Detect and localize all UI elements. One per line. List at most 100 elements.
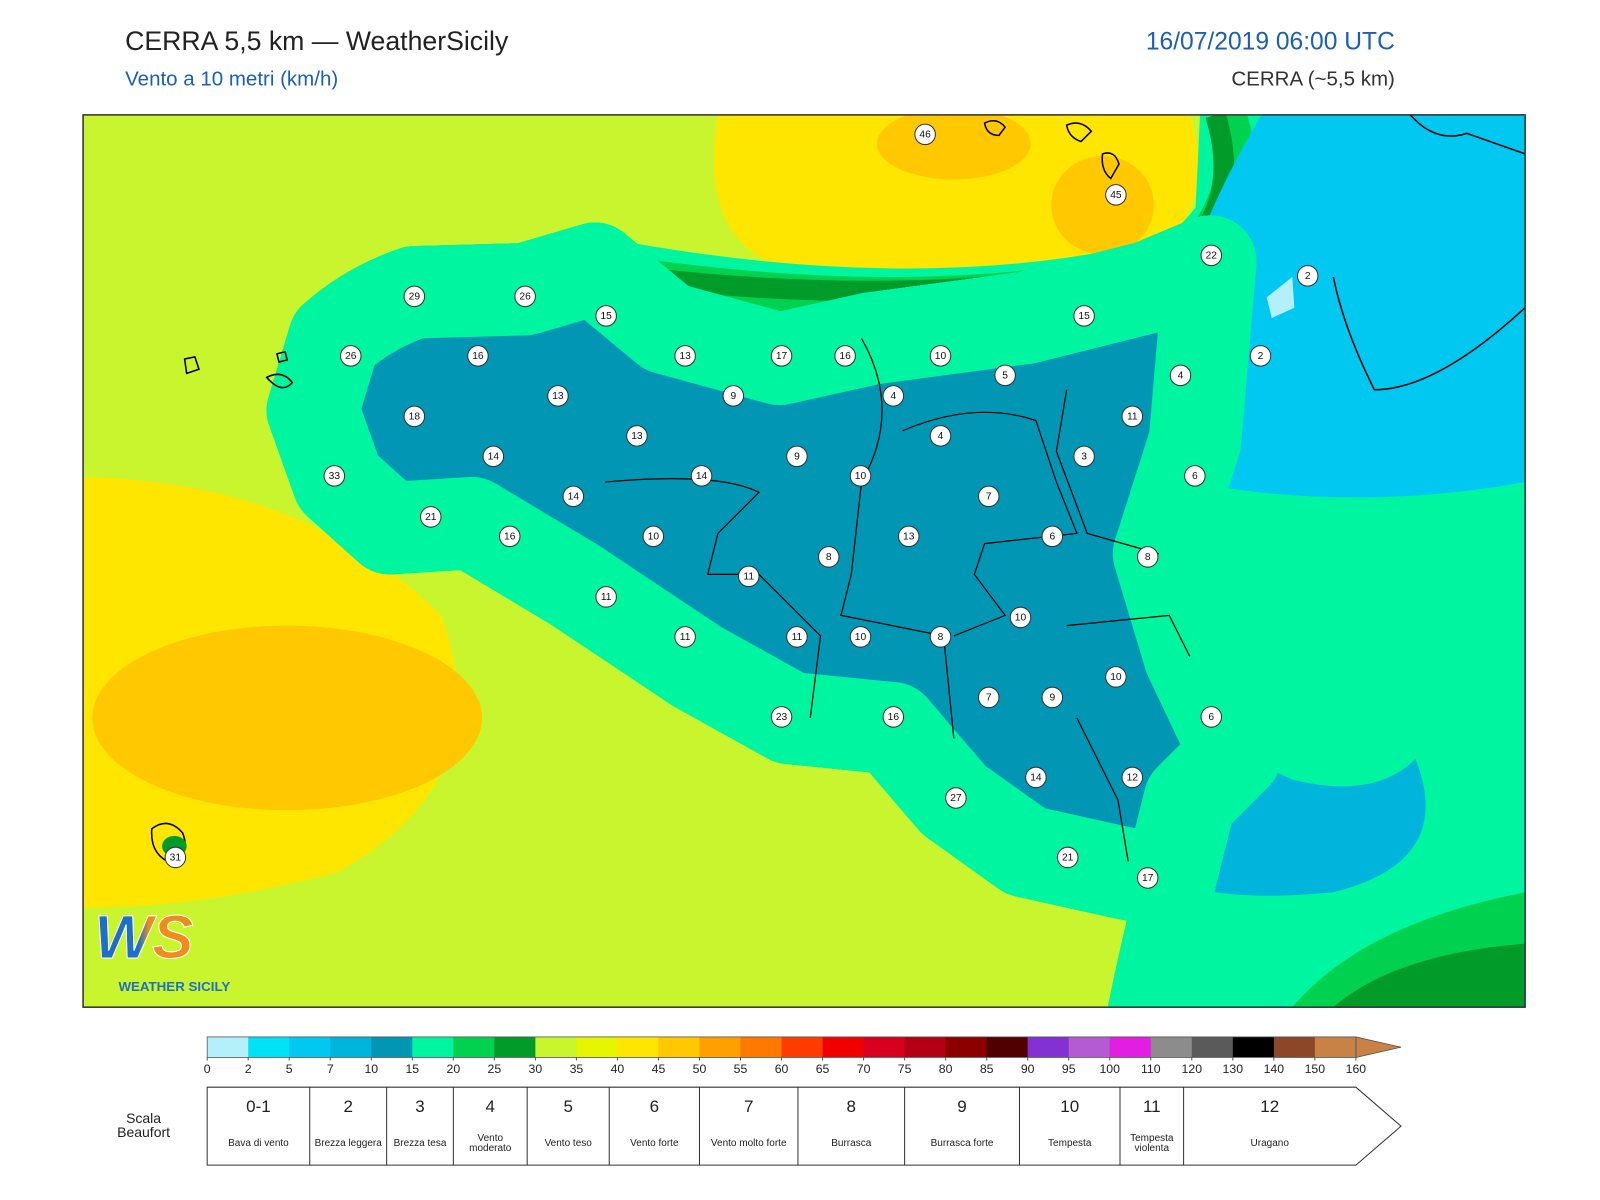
beaufort-description: Bava di vento — [228, 1138, 289, 1150]
station-marker — [1009, 606, 1032, 629]
model-label: CERRA (~5,5 km) — [1231, 67, 1394, 90]
station-marker — [786, 445, 808, 468]
beaufort-description: Vento molto forte — [710, 1138, 787, 1150]
station-value: 16 — [472, 351, 484, 362]
station-marker — [1184, 465, 1206, 487]
beaufort-level: 6 Vento forte — [609, 1087, 699, 1165]
station-marker — [1249, 345, 1272, 367]
station-value: 14 — [568, 492, 580, 503]
station-marker — [1121, 766, 1144, 789]
colorbar-segment — [371, 1036, 413, 1058]
colorbar-segment — [1273, 1036, 1316, 1058]
datetime: 16/07/2019 06:00 UTC — [1146, 29, 1395, 56]
colorbar-tick-label: 90 — [1021, 1062, 1035, 1076]
station-marker — [945, 787, 967, 809]
colorbar-tick-label: 160 — [1346, 1062, 1367, 1076]
beaufort-force: 12 — [1260, 1097, 1280, 1117]
station-marker — [1025, 766, 1047, 789]
beaufort-force: 3 — [415, 1097, 425, 1117]
station-marker — [914, 123, 936, 146]
station-marker — [514, 285, 536, 308]
station-marker — [323, 465, 346, 487]
station-value: 8 — [938, 632, 944, 643]
logo-name: WEATHER SICILY — [118, 979, 230, 994]
station-value: 11 — [1127, 412, 1138, 423]
colorbar-tick-label: 10 — [364, 1062, 378, 1076]
station-value: 12 — [1127, 773, 1139, 784]
station-value: 22 — [1206, 251, 1218, 262]
station-value: 8 — [826, 552, 832, 563]
station-marker — [737, 565, 760, 588]
station-value: 26 — [519, 292, 531, 303]
station-marker — [722, 385, 745, 407]
title: CERRA 5,5 km — WeatherSicily — [125, 26, 509, 56]
colorbar-tick-label: 75 — [898, 1062, 912, 1076]
station-marker — [164, 846, 187, 869]
station-marker — [977, 485, 1000, 508]
beaufort-level: 8 Burrasca — [798, 1087, 905, 1165]
station-value: 7 — [986, 492, 992, 503]
beaufort-level: 7 Vento molto forte — [699, 1087, 797, 1165]
beaufort-level: 9 Burrasca forte — [905, 1087, 1020, 1165]
beaufort-level: 12 Uragano — [1184, 1087, 1356, 1165]
colorbar-segment — [740, 1036, 783, 1058]
station-marker — [897, 525, 920, 548]
beaufort-force: 7 — [743, 1097, 754, 1117]
beaufort-level: 4 Vento moderato — [453, 1087, 527, 1165]
beaufort-force: 2 — [343, 1097, 353, 1117]
station-marker — [882, 706, 905, 728]
beaufort-description: Brezza tesa — [393, 1138, 447, 1150]
colorbar-tick-label: 5 — [286, 1062, 293, 1076]
colorbar-tick-label: 140 — [1264, 1062, 1285, 1076]
colorbar-segment — [863, 1036, 906, 1058]
station-value: 2 — [1305, 271, 1311, 282]
station-value: 10 — [935, 351, 947, 362]
station-marker — [1200, 706, 1223, 728]
beaufort-frame — [206, 1086, 1402, 1166]
colorbar-tick-label: 40 — [611, 1062, 625, 1076]
colorbar-tick-label: 60 — [775, 1062, 789, 1076]
station-marker — [929, 345, 952, 367]
colorbar-tick-label: 45 — [652, 1062, 666, 1076]
station-marker — [1200, 244, 1223, 267]
colorbar-segment — [945, 1036, 988, 1058]
station-marker — [834, 345, 856, 367]
station-value: 13 — [552, 391, 564, 402]
colorbar-tick-label: 15 — [405, 1062, 419, 1076]
station-marker — [419, 506, 442, 528]
station-value: 17 — [1142, 873, 1154, 884]
beaufort-description: Burrasca forte — [930, 1138, 994, 1150]
station-value: 26 — [345, 351, 357, 362]
station-value: 33 — [329, 471, 341, 482]
colorbar-tick-label: 100 — [1099, 1062, 1120, 1076]
station-marker — [339, 345, 362, 367]
station-value: 16 — [504, 532, 516, 543]
beaufort-description: Tempesta — [1048, 1138, 1092, 1150]
station-value: 14 — [488, 452, 500, 463]
colorbar-segment — [330, 1036, 372, 1058]
station-value: 10 — [1110, 672, 1122, 683]
station-marker — [1105, 666, 1127, 688]
station-value: 14 — [696, 471, 708, 482]
station-value: 13 — [679, 351, 691, 362]
station-value: 7 — [986, 693, 992, 704]
map-frame — [82, 114, 1526, 1008]
station-value: 16 — [839, 351, 851, 362]
colorbar-arrow — [1355, 1036, 1402, 1058]
station-value: 10 — [855, 632, 867, 643]
station-marker — [977, 686, 1000, 709]
beaufort-force: 4 — [485, 1097, 495, 1117]
logo-mark: WS — [94, 903, 193, 972]
station-marker — [674, 345, 696, 367]
colorbar-tick-label: 7 — [327, 1062, 334, 1076]
station-marker — [626, 425, 648, 447]
colorbar-tick-label: 150 — [1305, 1062, 1326, 1076]
beaufort-force: 6 — [649, 1097, 660, 1117]
station-value: 31 — [170, 853, 182, 864]
colorbar-segment — [207, 1036, 249, 1058]
colorbar-segment — [1109, 1036, 1152, 1058]
station-marker — [690, 465, 713, 487]
colorbar-tick-label: 55 — [734, 1062, 748, 1076]
subtitle: Vento a 10 metri (km/h) — [125, 67, 338, 90]
